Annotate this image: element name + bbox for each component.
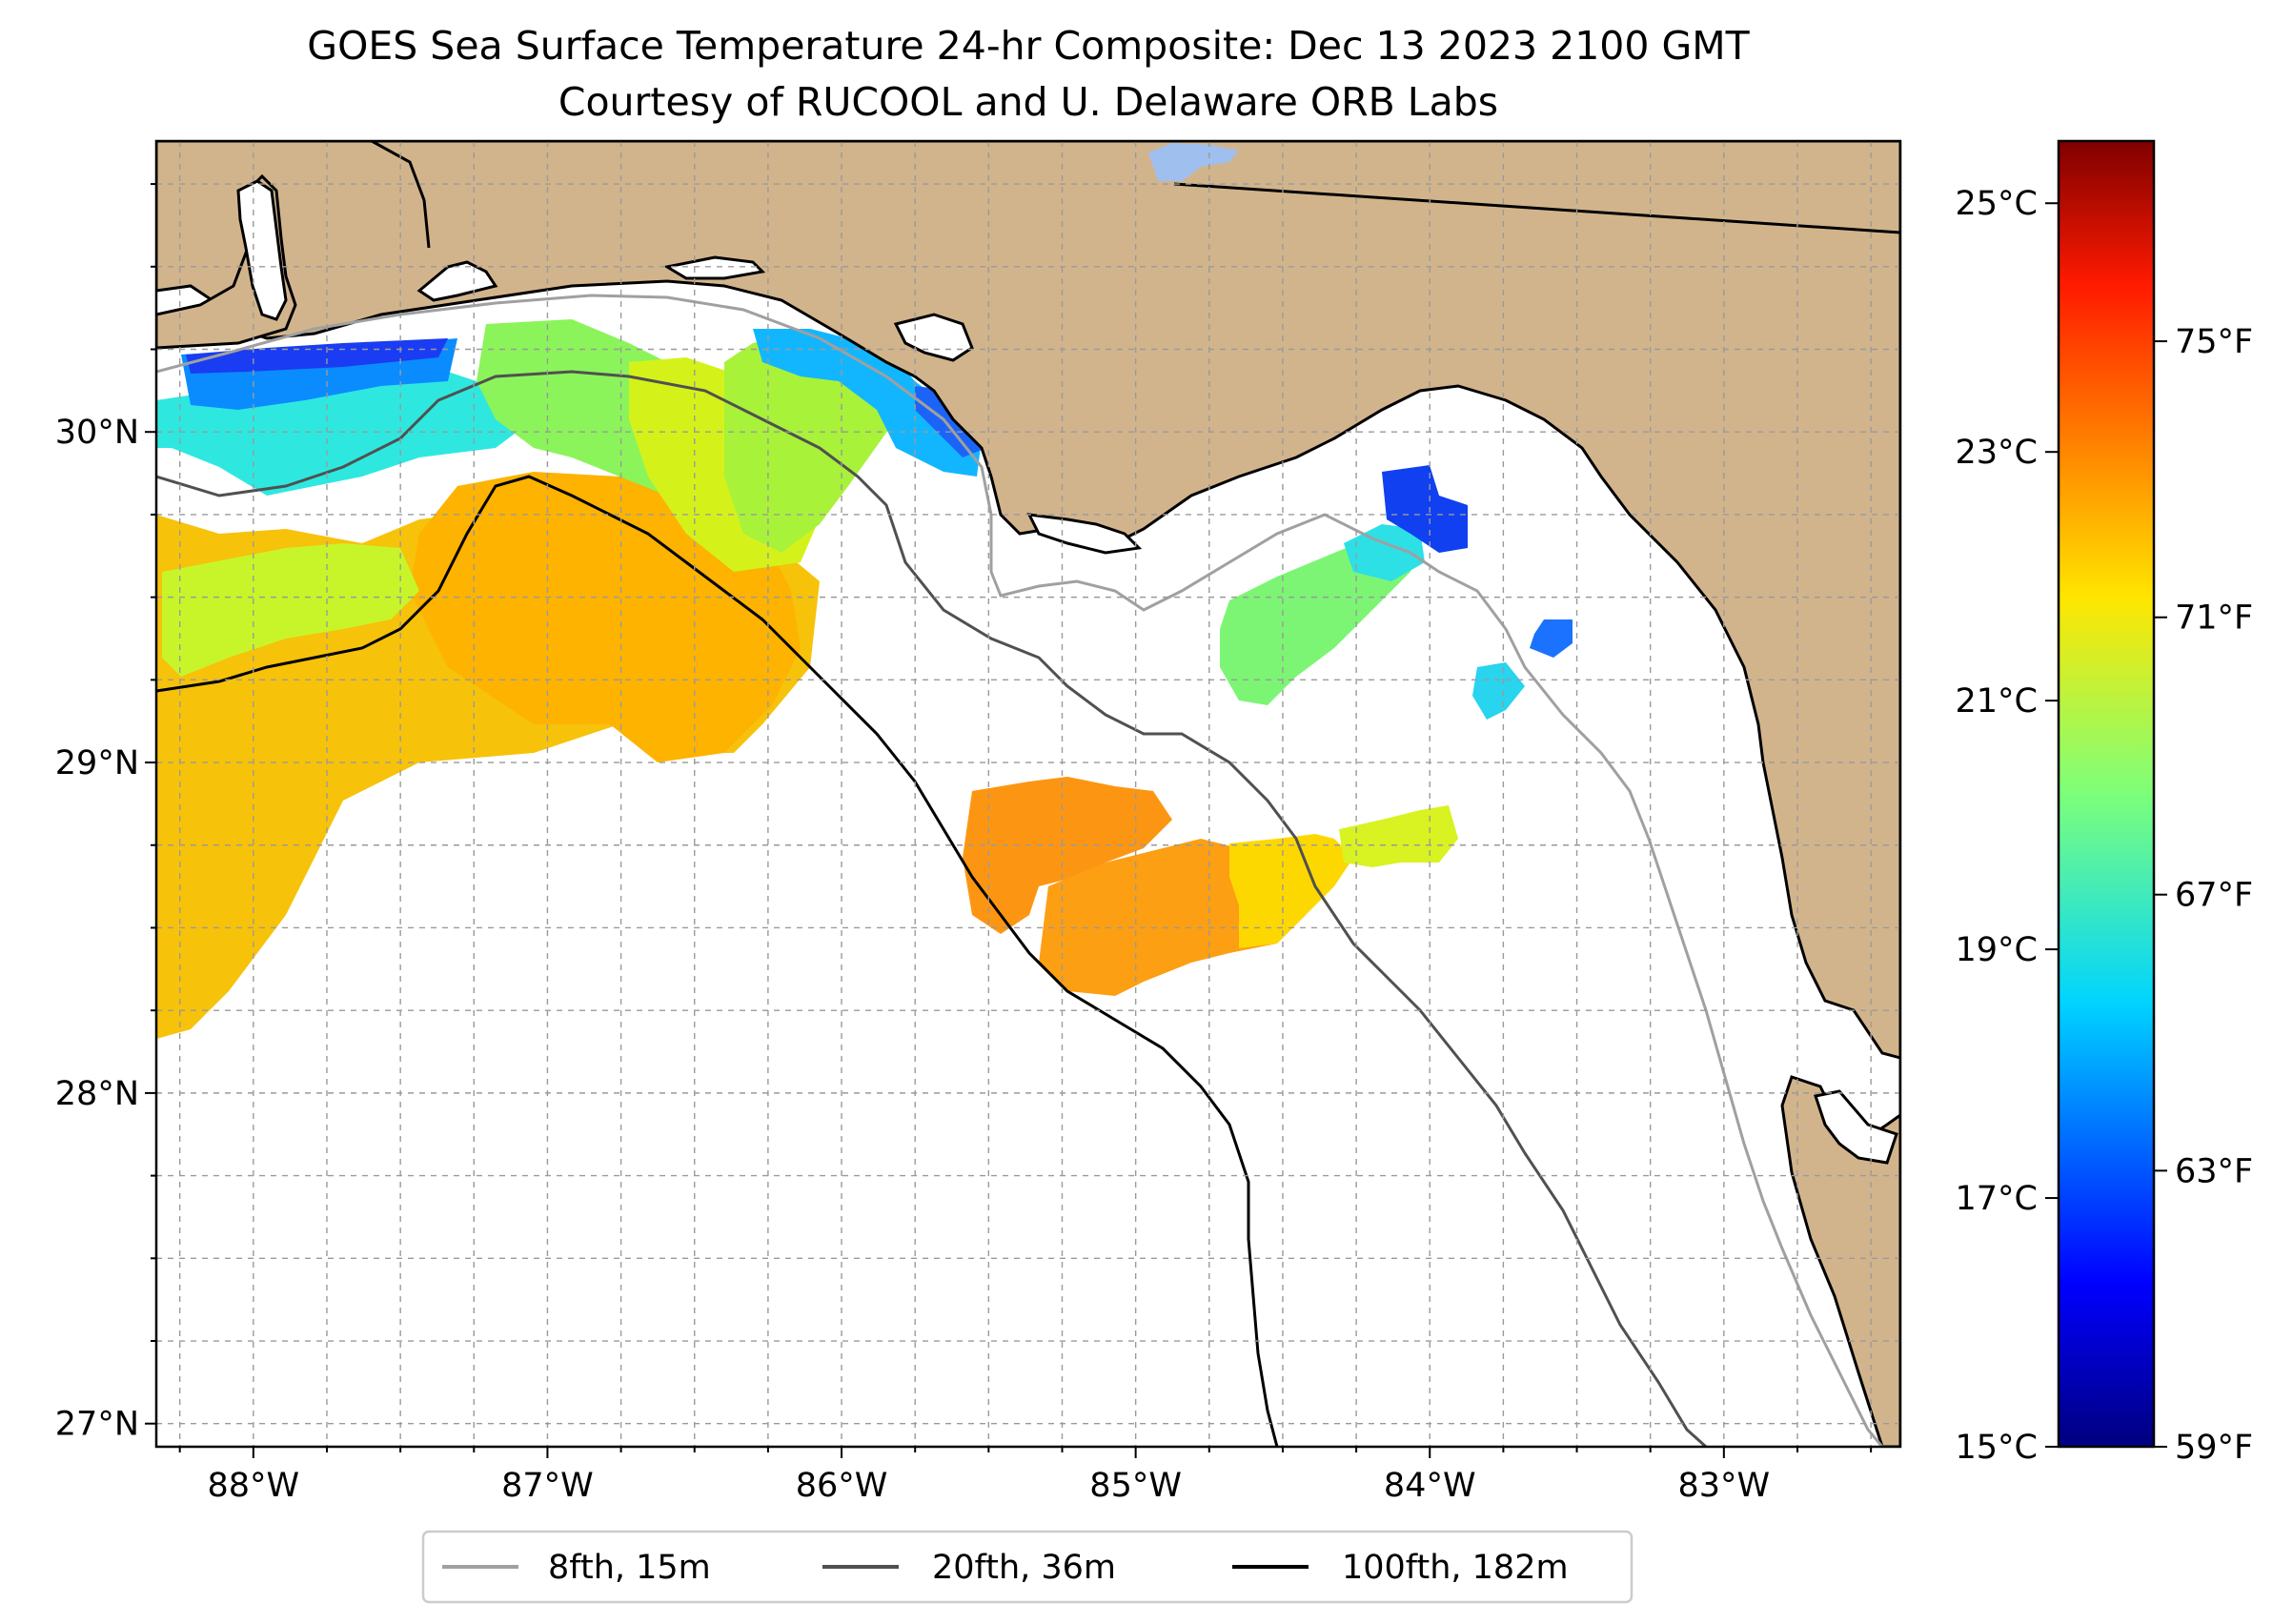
lon-tick-label: 85°W [1089, 1467, 1182, 1505]
title-line-1: GOES Sea Surface Temperature 24-hr Compo… [307, 23, 1750, 69]
water-pensacola-bay [416, 260, 498, 302]
legend-item-20fth: 20fth, 36m [822, 1549, 1116, 1587]
celsius-tick-label: 19°C [1956, 931, 2038, 969]
colorbar-fahrenheit-ticks: 59°F 63°F 67°F 71°F 75°F [2154, 323, 2253, 1467]
celsius-tick-label: 17°C [1956, 1180, 2038, 1218]
colorbar: 15°C 17°C 19°C 21°C 23°C 25°C 59°F 63°F 67°F 71°… [1956, 139, 2253, 1467]
contour-20fth-36m [156, 370, 1708, 1447]
lon-ticks: 88°W 87°W 86°W 85°W 84°W 83°W [178, 1447, 1873, 1505]
land-northern-gulf-coast [156, 141, 1900, 1060]
colorbar-celsius-ticks: 15°C 17°C 19°C 21°C 23°C 25°C [1956, 185, 2059, 1467]
celsius-tick-label: 25°C [1956, 185, 2038, 223]
fahrenheit-tick-label: 59°F [2175, 1429, 2253, 1467]
political-borders [371, 141, 1900, 249]
lon-tick-label: 84°W [1384, 1467, 1476, 1505]
lat-tick-label: 28°N [55, 1075, 139, 1113]
fahrenheit-tick-label: 63°F [2175, 1152, 2253, 1190]
sst-patch-east-cyan-small [1472, 662, 1525, 720]
inland-water [236, 179, 1898, 1165]
legend-label-8fth: 8fth, 15m [548, 1549, 711, 1587]
legend-box [421, 1530, 1634, 1604]
sst-patch-big-bend-yellowgreen [1339, 805, 1458, 867]
lake-seminole [1148, 143, 1239, 181]
celsius-tick-label: 21°C [1956, 682, 2038, 721]
lon-tick-label: 87°W [501, 1467, 594, 1505]
water-choctawhatchee-bay [662, 255, 766, 280]
title-line-2: Courtesy of RUCOOL and U. Delaware ORB L… [558, 79, 1498, 125]
map-panel [156, 141, 1900, 1447]
lat-ticks: 27°N 28°N 29°N 30°N [55, 183, 156, 1444]
bathymetry-contours [156, 294, 1884, 1447]
colorbar-gradient [2057, 139, 2156, 1449]
sst-patch-panhandle-cyan [753, 329, 982, 477]
legend-label-100fth: 100fth, 182m [1342, 1549, 1569, 1587]
border-al-west [371, 141, 431, 249]
fahrenheit-tick-label: 75°F [2175, 323, 2253, 361]
lat-tick-label: 29°N [55, 744, 139, 782]
legend-item-8fth: 8fth, 15m [442, 1549, 711, 1587]
water-mobile-bay [236, 179, 288, 321]
sst-patch-apalachee-bay-cyan [1344, 524, 1425, 581]
sst-patch-apalachee-yellow [1229, 834, 1353, 948]
celsius-tick-label: 23°C [1956, 434, 2038, 472]
sst-patch-apalachee-orange-west [963, 777, 1172, 934]
contour-100fth-182m [156, 475, 1279, 1447]
sst-data-layer [156, 319, 1573, 1039]
fahrenheit-tick-label: 71°F [2175, 599, 2253, 638]
sst-patch-apalachee-bay-green [1220, 534, 1420, 705]
legend: 8fth, 15m 20fth, 36m 100fth, 182m [421, 1530, 1634, 1604]
sst-patch-bay-cold-blue [1382, 465, 1468, 553]
lon-tick-label: 83°W [1678, 1467, 1771, 1505]
water-tampa-bay [1814, 1089, 1898, 1165]
legend-item-100fth: 100fth, 182m [1232, 1549, 1569, 1587]
lon-tick-label: 86°W [796, 1467, 888, 1505]
lat-tick-label: 27°N [55, 1406, 139, 1444]
sst-patch-east-blue-small [1530, 619, 1573, 658]
sst-patch-yellowgreen-west [162, 543, 419, 677]
contour-8fth-15m [156, 294, 1884, 1447]
sst-patch-nearshore-deepblue [186, 338, 448, 374]
gridlines [156, 141, 1900, 1447]
lat-tick-label: 30°N [55, 414, 139, 452]
legend-label-20fth: 20fth, 36m [932, 1549, 1116, 1587]
fahrenheit-tick-label: 67°F [2175, 877, 2253, 915]
map-frame [154, 139, 1902, 1449]
border-al-fl [1173, 182, 1900, 234]
lon-tick-label: 88°W [208, 1467, 300, 1505]
celsius-tick-label: 15°C [1956, 1429, 2038, 1467]
water-apalachicola-bay [1026, 513, 1143, 555]
